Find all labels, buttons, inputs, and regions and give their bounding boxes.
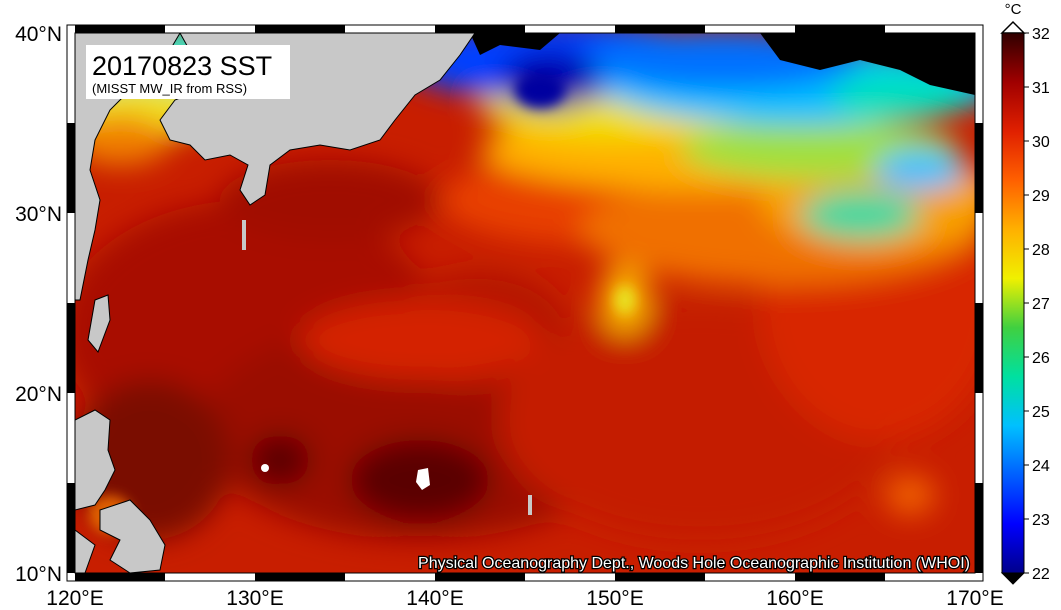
colorbar-unit: °C [1005,1,1022,18]
visayas [99,499,166,573]
colorbar-tick-label: 28 [1032,242,1050,259]
colorbar-tick-label: 26 [1032,350,1050,367]
colorbar-tick-label: 24 [1032,458,1050,475]
colorbar-labels: 32 31 30 29 28 27 26 25 24 23 22 [1032,26,1050,583]
island-white-2 [416,468,430,490]
title-box: 20170823 SST (MISST MW_IR from RSS) [86,45,290,99]
lon-tick-labels: 120°E 130°E 140°E 150°E 160°E 170°E [46,587,1003,610]
ryukyu-islands [242,220,246,250]
lon-tick-label: 150°E [586,587,643,610]
map-frame [66,24,984,582]
lat-tick-label: 20°N [15,383,62,406]
lon-tick-label: 140°E [406,587,463,610]
colorbar-bottom-triangle [1000,572,1026,585]
luzon [75,409,116,511]
lat-tick-label: 10°N [15,563,62,586]
taiwan [87,294,111,353]
lon-tick-label: 120°E [46,587,103,610]
map-title: 20170823 SST [92,51,272,81]
sst-field [75,33,975,540]
colorbar-tick-label: 30 [1032,134,1050,151]
colorbar-top-triangle [1000,20,1026,34]
missing-data-region [760,33,975,95]
colorbar-tick-label: 27 [1032,296,1050,313]
lon-tick-label: 130°E [226,587,283,610]
colorbar-bar [1001,32,1025,574]
island-white-1 [261,464,269,472]
map-subtitle: (MISST MW_IR from RSS) [92,81,247,96]
colorbar: °C 32 31 30 29 28 27 26 25 24 23 22 [1000,1,1050,585]
missing-data-region-2 [470,33,560,55]
lon-tick-label: 160°E [766,587,823,610]
colorbar-tick-label: 23 [1032,512,1050,529]
colorbar-tick-label: 25 [1032,404,1050,421]
lon-tick-label: 170°E [946,587,1003,610]
map-area [75,33,975,573]
lat-tick-label: 30°N [15,203,62,226]
colorbar-tick-label: 32 [1032,26,1050,43]
credit-text: Physical Oceanography Dept., Woods Hole … [418,555,970,572]
colorbar-ticks [1024,32,1029,574]
colorbar-tick-label: 22 [1032,566,1050,583]
lat-tick-labels: 40°N 30°N 20°N 10°N [15,23,62,586]
colorbar-tick-label: 29 [1032,188,1050,205]
lat-tick-label: 40°N [15,23,62,46]
colorbar-tick-label: 31 [1032,80,1050,97]
palawan [75,529,96,573]
mariana-islands [528,495,532,515]
